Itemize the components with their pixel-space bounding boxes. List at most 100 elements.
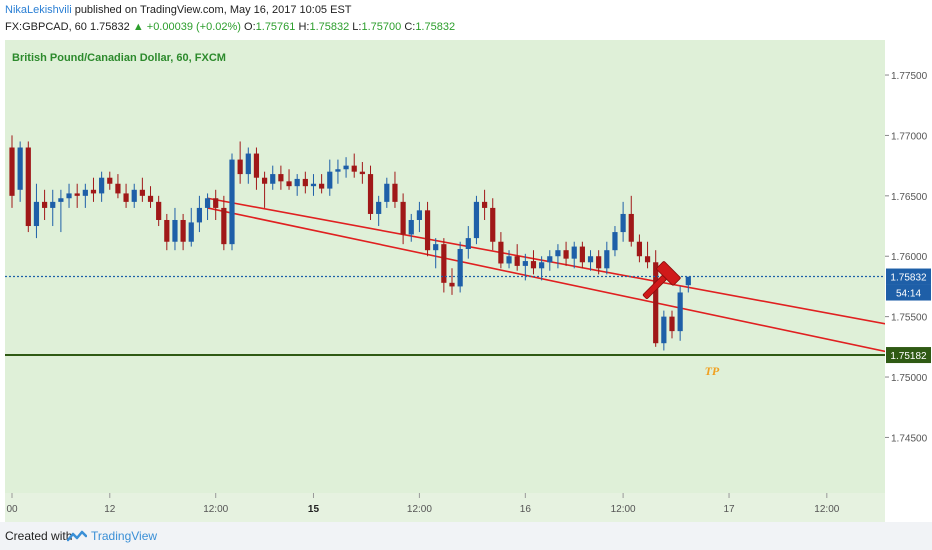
candle-body	[139, 189, 145, 196]
author-link[interactable]: NikaLekishvili	[5, 4, 72, 16]
tradingview-brand-link[interactable]: TradingView	[91, 529, 158, 543]
candle-body	[433, 244, 439, 251]
candle-body	[669, 316, 675, 332]
candle-body	[310, 183, 317, 187]
candle-body	[636, 241, 643, 257]
candle-body	[261, 177, 268, 184]
candle	[433, 238, 439, 269]
candle	[408, 213, 414, 242]
y-tick-label: 1.74500	[891, 433, 928, 444]
candle	[221, 195, 227, 251]
footer-bar: Created with TradingView	[0, 522, 932, 550]
candlestick-series	[9, 135, 691, 351]
candle	[237, 141, 243, 184]
candle	[596, 250, 602, 275]
candle-body	[661, 316, 667, 344]
channel-line-2[interactable]	[207, 207, 893, 354]
x-tick-label: 12:00	[407, 504, 432, 515]
annotations: TP	[642, 261, 720, 378]
candle	[180, 213, 186, 251]
y-tick-label: 1.76500	[891, 192, 928, 203]
candle-body	[465, 238, 471, 249]
last-price: 1.75832	[89, 21, 130, 33]
ohlc-legend: FX:GBPCAD, 60 1.75832 ▲ +0.00039 (+0.02%…	[5, 21, 455, 33]
candle-body	[351, 165, 357, 172]
candle	[66, 183, 72, 208]
candle	[33, 183, 40, 239]
y-tick-label: 1.76000	[891, 252, 928, 263]
candle-body	[416, 210, 423, 220]
candle-body	[66, 193, 72, 199]
candle-body	[498, 241, 504, 264]
candle	[579, 241, 585, 269]
tp-price-badge: 1.75182	[886, 347, 931, 364]
candle	[612, 226, 618, 257]
countdown-badge: 54:14	[886, 284, 931, 301]
candle-body	[245, 153, 251, 175]
high-value: 1.75832	[309, 21, 350, 33]
x-tick-label: 12:00	[203, 504, 228, 515]
y-tick-label: 1.75500	[891, 313, 928, 324]
candle-body	[294, 178, 300, 187]
candle	[636, 234, 643, 263]
candle-body	[253, 153, 260, 178]
candle	[514, 244, 520, 271]
countdown-badge-text: 54:14	[896, 289, 921, 300]
candle-body	[302, 178, 308, 187]
candle-body	[441, 244, 447, 283]
candle	[131, 183, 137, 208]
candle	[107, 171, 113, 190]
candle-body	[33, 201, 40, 227]
candle-body	[196, 207, 203, 223]
candle	[319, 174, 325, 194]
candle	[376, 195, 382, 227]
candle-body	[82, 189, 88, 196]
candle-body	[612, 232, 618, 251]
candle	[156, 195, 162, 227]
candle-body	[229, 159, 235, 245]
candle-body	[424, 210, 431, 251]
hammer-icon	[642, 261, 681, 299]
candle-body	[99, 177, 105, 194]
candle-body	[90, 189, 97, 194]
y-tick-label: 1.75000	[891, 373, 928, 384]
candle	[449, 268, 455, 295]
candle	[685, 276, 691, 293]
candle-body	[579, 246, 585, 263]
candle-body	[563, 250, 569, 259]
candle	[351, 153, 357, 178]
candle	[327, 159, 333, 196]
candle	[139, 177, 145, 202]
candle	[253, 147, 260, 190]
candle-body	[522, 261, 528, 266]
candle-body	[359, 171, 365, 175]
candle	[188, 207, 194, 247]
tp-label: TP	[705, 364, 720, 378]
price-chart[interactable]: TP British Pound/Canadian Dollar, 60, FX…	[0, 40, 932, 522]
candle	[473, 195, 480, 245]
candle-body	[457, 248, 463, 287]
candle-body	[9, 147, 15, 196]
candle	[50, 189, 56, 227]
candle-body	[596, 256, 602, 269]
candle	[653, 250, 659, 347]
candle	[17, 141, 23, 202]
candle	[620, 201, 626, 242]
candle	[506, 250, 512, 269]
candle	[196, 195, 203, 233]
candle	[604, 241, 610, 275]
candle-body	[408, 219, 414, 235]
publish-info: NikaLekishvili published on TradingView.…	[5, 4, 352, 16]
candle	[147, 186, 154, 208]
candle	[278, 165, 284, 190]
candle-body	[343, 165, 349, 170]
candle	[571, 241, 577, 269]
time-axis[interactable]: 00 12 12:00 15 12:00 16 12:00 17 12:00	[5, 493, 885, 522]
chart-header: NikaLekishvili published on TradingView.…	[0, 0, 932, 40]
candle	[392, 171, 398, 208]
candle	[644, 241, 651, 269]
candle-body	[384, 183, 390, 202]
candle	[359, 162, 365, 184]
x-tick-label: 12:00	[814, 504, 839, 515]
candle-body	[327, 171, 333, 189]
